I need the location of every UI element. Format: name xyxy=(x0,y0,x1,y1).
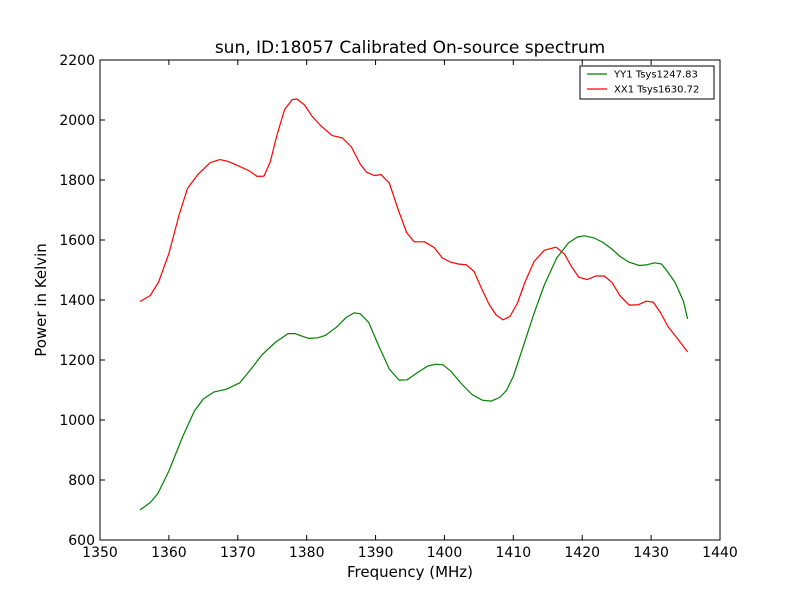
y-tick-label: 1400 xyxy=(59,293,95,309)
x-tick-label: 1370 xyxy=(220,545,256,561)
x-tick-label: 1440 xyxy=(702,545,738,561)
chart-title: sun, ID:18057 Calibrated On-source spect… xyxy=(215,38,605,58)
series-layer xyxy=(139,98,689,511)
x-tick-label: 1420 xyxy=(564,545,600,561)
series-line-yy1 xyxy=(139,235,689,511)
x-tick-label: 1380 xyxy=(289,545,325,561)
y-tick-label: 1800 xyxy=(59,173,95,189)
legend-label-yy1: YY1 Tsys1247.83 xyxy=(613,70,698,81)
y-axis-label: Power in Kelvin xyxy=(32,243,50,357)
y-tick-label: 1200 xyxy=(59,353,95,369)
y-tick-label: 800 xyxy=(68,473,95,489)
y-tick-label: 2200 xyxy=(59,53,95,69)
legend: YY1 Tsys1247.83 XX1 Tsys1630.72 xyxy=(579,65,715,100)
ticks-layer: 1350 1360 1370 1380 1390 1400 1410 1420 1430 1440… xyxy=(59,53,737,561)
x-tick-label: 1350 xyxy=(82,545,118,561)
y-tick-label: 1600 xyxy=(59,233,95,249)
series-line-xx1 xyxy=(139,98,689,353)
x-axis-label: Frequency (MHz) xyxy=(347,563,473,581)
x-tick-label: 1390 xyxy=(358,545,394,561)
x-tick-label: 1400 xyxy=(427,545,463,561)
y-tick-label: 600 xyxy=(68,533,95,549)
x-tick-label: 1360 xyxy=(151,545,187,561)
y-tick-label: 2000 xyxy=(59,113,95,129)
legend-label-xx1: XX1 Tsys1630.72 xyxy=(614,85,699,96)
legend-box xyxy=(579,65,715,100)
x-tick-label: 1430 xyxy=(633,545,669,561)
x-tick-label: 1410 xyxy=(496,545,532,561)
y-tick-label: 1000 xyxy=(59,413,95,429)
